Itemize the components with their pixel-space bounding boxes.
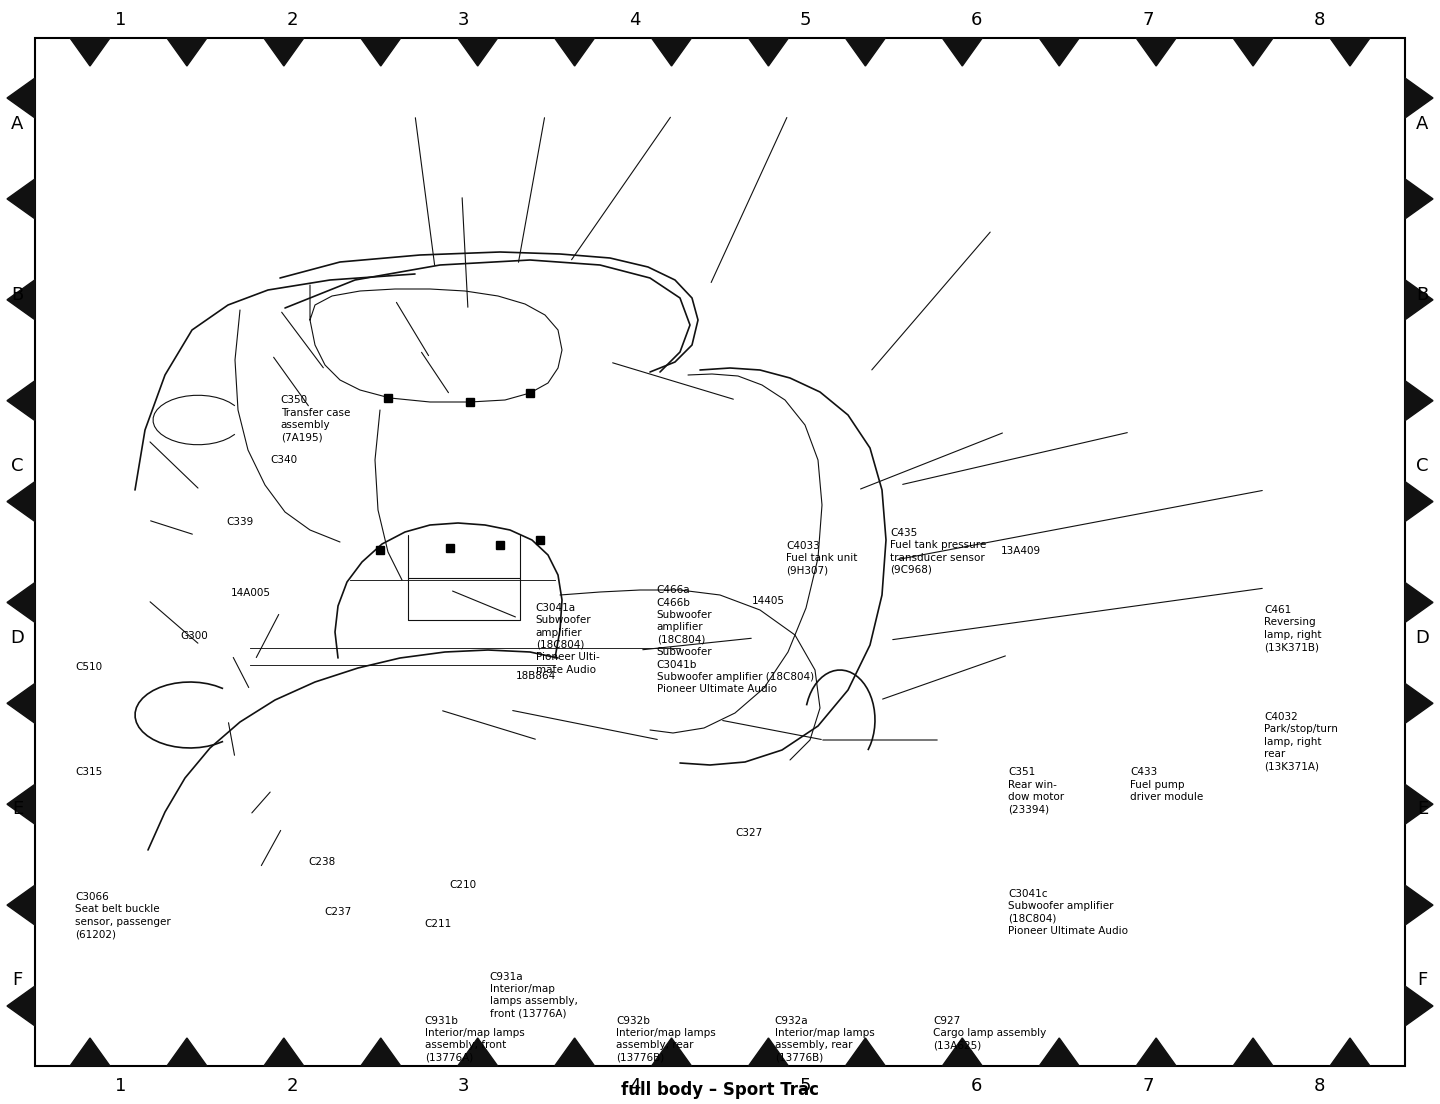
- Text: 8: 8: [1313, 11, 1325, 29]
- Text: 1: 1: [115, 11, 127, 29]
- Polygon shape: [1040, 1038, 1079, 1066]
- Text: A: A: [12, 115, 23, 132]
- Text: E: E: [12, 800, 23, 818]
- Text: 14405: 14405: [752, 596, 785, 606]
- Polygon shape: [1040, 38, 1079, 66]
- Text: 7: 7: [1142, 1078, 1153, 1095]
- Polygon shape: [1405, 683, 1433, 723]
- Text: C927
Cargo lamp assembly
(13A625): C927 Cargo lamp assembly (13A625): [933, 1016, 1047, 1051]
- Text: B: B: [1417, 286, 1428, 304]
- Text: 3: 3: [458, 11, 469, 29]
- Text: C3041c
Subwoofer amplifier
(18C804)
Pioneer Ultimate Audio: C3041c Subwoofer amplifier (18C804) Pion…: [1008, 889, 1128, 936]
- Polygon shape: [1405, 885, 1433, 925]
- Text: 5: 5: [799, 1078, 811, 1095]
- Text: F: F: [13, 972, 23, 989]
- Text: C433
Fuel pump
driver module: C433 Fuel pump driver module: [1130, 767, 1204, 803]
- Polygon shape: [554, 1038, 595, 1066]
- Text: 2: 2: [287, 1078, 298, 1095]
- Text: 6: 6: [971, 11, 982, 29]
- Polygon shape: [1405, 381, 1433, 421]
- Text: 2: 2: [287, 11, 298, 29]
- Text: C339: C339: [226, 517, 253, 527]
- Text: 4: 4: [629, 1078, 641, 1095]
- Text: C4032
Park/stop/turn
lamp, right
rear
(13K371A): C4032 Park/stop/turn lamp, right rear (1…: [1264, 712, 1338, 772]
- Text: C327: C327: [736, 828, 763, 838]
- Polygon shape: [749, 1038, 789, 1066]
- Text: 3: 3: [458, 1078, 469, 1095]
- Polygon shape: [7, 885, 35, 925]
- Polygon shape: [1405, 481, 1433, 521]
- Text: C931a
Interior/map
lamps assembly,
front (13776A): C931a Interior/map lamps assembly, front…: [490, 972, 577, 1019]
- Bar: [446, 544, 454, 552]
- Polygon shape: [7, 279, 35, 320]
- Polygon shape: [7, 381, 35, 421]
- Polygon shape: [7, 986, 35, 1026]
- Text: C315: C315: [75, 767, 102, 777]
- Polygon shape: [845, 38, 886, 66]
- Polygon shape: [1405, 78, 1433, 118]
- Polygon shape: [942, 38, 982, 66]
- Polygon shape: [1331, 38, 1369, 66]
- Text: C: C: [12, 457, 23, 476]
- Polygon shape: [1136, 38, 1176, 66]
- Text: C4033
Fuel tank unit
(9H307): C4033 Fuel tank unit (9H307): [786, 541, 858, 576]
- Text: C435
Fuel tank pressure
transducer sensor
(9C968): C435 Fuel tank pressure transducer senso…: [890, 528, 986, 575]
- Polygon shape: [942, 1038, 982, 1066]
- Bar: [467, 399, 474, 406]
- Polygon shape: [167, 38, 207, 66]
- Polygon shape: [1405, 583, 1433, 623]
- Bar: [495, 541, 504, 549]
- Text: C466a
C466b
Subwoofer
amplifier
(18C804)
Subwoofer
C3041b
Subwoofer amplifier (1: C466a C466b Subwoofer amplifier (18C804)…: [657, 585, 814, 694]
- Text: 18B864: 18B864: [516, 671, 556, 681]
- Text: C210: C210: [449, 880, 477, 890]
- Text: D: D: [10, 628, 24, 647]
- Polygon shape: [7, 179, 35, 219]
- Text: A: A: [1417, 115, 1428, 132]
- Polygon shape: [1136, 1038, 1176, 1066]
- Text: B: B: [12, 286, 23, 304]
- Polygon shape: [264, 1038, 304, 1066]
- Text: 1: 1: [115, 1078, 127, 1095]
- Text: C932b
Interior/map lamps
assembly, rear
(13776B): C932b Interior/map lamps assembly, rear …: [616, 1016, 716, 1063]
- Text: C237: C237: [324, 907, 351, 917]
- Text: D: D: [1416, 628, 1430, 647]
- Text: C932a
Interior/map lamps
assembly, rear
(13776B): C932a Interior/map lamps assembly, rear …: [775, 1016, 874, 1063]
- Text: C931b
Interior/map lamps
assembly, front
(13776A): C931b Interior/map lamps assembly, front…: [425, 1016, 524, 1063]
- Text: full body – Sport Trac: full body – Sport Trac: [621, 1081, 819, 1098]
- Polygon shape: [7, 78, 35, 118]
- Text: F: F: [1417, 972, 1427, 989]
- Text: 8: 8: [1313, 1078, 1325, 1095]
- Text: C510: C510: [75, 662, 102, 672]
- Text: 6: 6: [971, 1078, 982, 1095]
- Polygon shape: [845, 1038, 886, 1066]
- Text: C211: C211: [425, 919, 452, 928]
- Polygon shape: [167, 1038, 207, 1066]
- Text: E: E: [1417, 800, 1428, 818]
- Polygon shape: [651, 38, 691, 66]
- Text: C3066
Seat belt buckle
sensor, passenger
(61202): C3066 Seat belt buckle sensor, passenger…: [75, 892, 170, 940]
- Bar: [526, 389, 534, 397]
- Text: G300: G300: [180, 631, 207, 641]
- Polygon shape: [7, 583, 35, 623]
- Polygon shape: [1405, 279, 1433, 320]
- Polygon shape: [1331, 1038, 1369, 1066]
- Text: C351
Rear win-
dow motor
(23394): C351 Rear win- dow motor (23394): [1008, 767, 1064, 815]
- Polygon shape: [458, 38, 498, 66]
- Polygon shape: [1233, 1038, 1273, 1066]
- Polygon shape: [1405, 179, 1433, 219]
- Text: C340: C340: [271, 455, 298, 465]
- Polygon shape: [1405, 784, 1433, 825]
- Bar: [376, 546, 384, 554]
- Polygon shape: [1233, 38, 1273, 66]
- Polygon shape: [749, 38, 789, 66]
- Polygon shape: [264, 38, 304, 66]
- Polygon shape: [71, 1038, 109, 1066]
- Polygon shape: [7, 683, 35, 723]
- Text: 4: 4: [629, 11, 641, 29]
- Polygon shape: [71, 38, 109, 66]
- Text: 5: 5: [799, 11, 811, 29]
- Text: C461
Reversing
lamp, right
(13K371B): C461 Reversing lamp, right (13K371B): [1264, 605, 1322, 652]
- Text: 13A409: 13A409: [1001, 546, 1041, 556]
- Text: 14A005: 14A005: [230, 588, 271, 598]
- Polygon shape: [361, 1038, 400, 1066]
